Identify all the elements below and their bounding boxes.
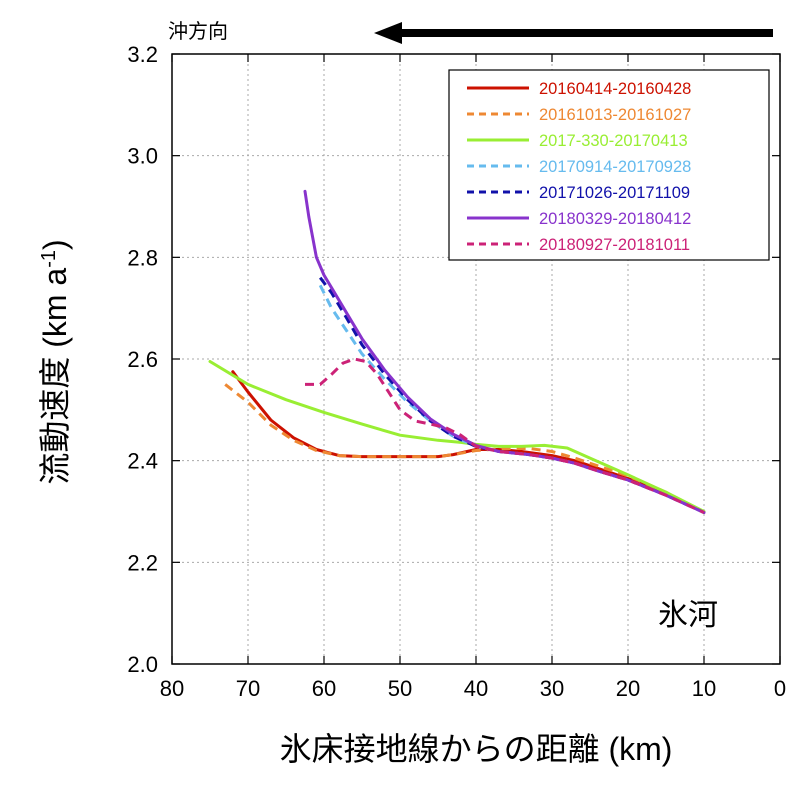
- x-axis-title: 氷床接地線からの距離 (km): [280, 731, 673, 767]
- y-tick-label: 2.4: [127, 449, 158, 474]
- x-tick-label: 20: [616, 676, 640, 701]
- x-tick-label: 50: [388, 676, 412, 701]
- series-line-20161013-20161027: [224, 383, 705, 514]
- region-label: 氷河: [658, 599, 718, 632]
- y-tick-label: 3.2: [127, 42, 158, 67]
- direction-arrow: [374, 22, 773, 44]
- axis-ticks: [171, 53, 781, 665]
- y-axis-title: 流動速度 (km a-1): [37, 239, 73, 484]
- y-tick-label: 2.2: [127, 550, 158, 575]
- legend-label: 2017-330-20170413: [539, 132, 688, 150]
- series-line-20171026-20171109: [319, 276, 705, 514]
- legend: 20160414-20160428 20161013-20161027 2017-3…: [448, 69, 770, 261]
- y-tick-label: 3.0: [127, 144, 158, 169]
- y-tick-label: 2.0: [127, 652, 158, 677]
- legend-label: 20161013-20161027: [539, 106, 691, 124]
- series-lines: [208, 189, 706, 514]
- y-axis-title-superscript: -1: [38, 250, 60, 268]
- y-axis-title-main: 流動速度 (km a: [37, 268, 73, 485]
- x-tick-label: 40: [464, 676, 488, 701]
- legend-box: [448, 69, 770, 261]
- legend-label: 20180927-20181011: [539, 236, 690, 254]
- y-tick-label: 2.8: [127, 245, 158, 270]
- y-tick-label: 2.6: [127, 347, 158, 372]
- x-tick-labels: 80 70 60 50 40 30 20 10 0: [160, 676, 786, 701]
- x-tick-label: 0: [774, 676, 786, 701]
- series-line-20160414-20160428: [231, 370, 706, 514]
- x-tick-label: 30: [540, 676, 564, 701]
- series-line-20180927-20181011: [305, 357, 705, 514]
- legend-label: 20171026-20171109: [539, 184, 690, 202]
- direction-annotation: 沖方向: [168, 20, 228, 43]
- legend-label: 20170914-20170928: [539, 158, 691, 176]
- y-tick-labels: 2.0 2.2 2.4 2.6 2.8 3.0 3.2: [127, 42, 158, 677]
- y-axis-title-tail: ): [37, 239, 73, 250]
- x-tick-label: 70: [236, 676, 260, 701]
- x-tick-label: 10: [692, 676, 716, 701]
- x-tick-label: 60: [312, 676, 336, 701]
- legend-label: 20180329-20180412: [539, 210, 691, 228]
- legend-label: 20160414-20160428: [539, 80, 691, 98]
- x-tick-label: 80: [160, 676, 184, 701]
